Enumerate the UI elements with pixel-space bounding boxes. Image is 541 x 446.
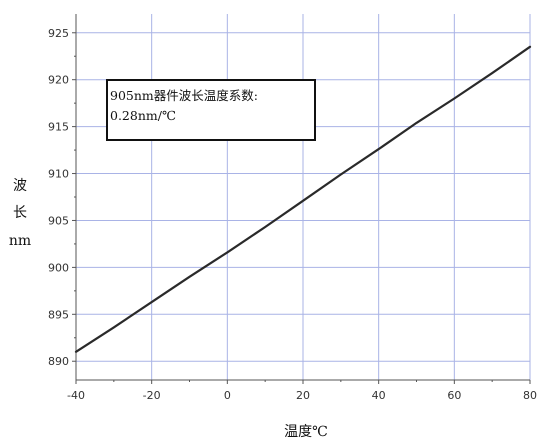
y-tick-label: 920 [48, 74, 69, 87]
y-axis-title-char-1: 波 [13, 178, 27, 194]
annotation-box: 905nm器件波长温度系数: 0.28nm/℃ [106, 79, 316, 141]
y-tick-label: 900 [48, 261, 69, 274]
annotation-frame [106, 79, 316, 141]
annotation-line-2: 0.28nm/℃ [110, 108, 176, 123]
x-tick-label: 0 [224, 389, 231, 402]
series-line [74, 45, 532, 353]
y-axis-title-unit: nm [9, 233, 31, 249]
x-tick-label: -20 [143, 389, 161, 402]
y-axis-title: 波 长 nm [9, 178, 31, 249]
y-tick-label: 915 [48, 121, 69, 134]
x-tick-label: 60 [447, 389, 461, 402]
y-tick-label: 890 [48, 355, 69, 368]
tick-labels: 890 895 900 905 910 915 920 925 -40 -20 0 20 40 60 80 [48, 27, 537, 402]
y-axis-title-char-2: 长 [13, 205, 27, 221]
x-tick-label: 80 [523, 389, 537, 402]
axes [72, 14, 531, 384]
annotation-line-1: 905nm器件波长温度系数: [110, 88, 258, 103]
x-tick-label: 20 [296, 389, 310, 402]
x-axis-title: 温度℃ [284, 424, 328, 440]
series-layer [74, 45, 532, 353]
y-tick-label: 895 [48, 308, 69, 321]
x-tick-label: 40 [372, 389, 386, 402]
y-tick-label: 925 [48, 27, 69, 40]
y-tick-label: 905 [48, 214, 69, 227]
y-tick-label: 910 [48, 168, 69, 181]
x-tick-label: -40 [67, 389, 85, 402]
grid-lines [75, 14, 531, 380]
